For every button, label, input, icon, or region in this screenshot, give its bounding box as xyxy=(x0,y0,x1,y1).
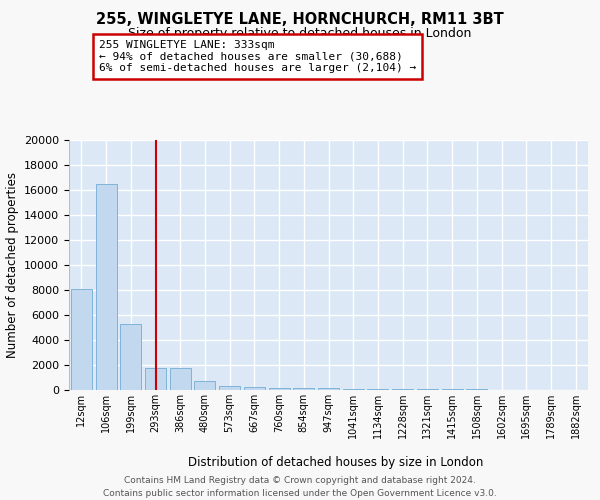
Bar xyxy=(367,389,388,390)
Bar xyxy=(392,389,413,390)
Bar xyxy=(120,324,141,390)
Text: 255, WINGLETYE LANE, HORNCHURCH, RM11 3BT: 255, WINGLETYE LANE, HORNCHURCH, RM11 3B… xyxy=(96,12,504,28)
Bar xyxy=(343,388,364,390)
Text: 255 WINGLETYE LANE: 333sqm
← 94% of detached houses are smaller (30,688)
6% of s: 255 WINGLETYE LANE: 333sqm ← 94% of deta… xyxy=(99,40,416,73)
Bar xyxy=(170,368,191,390)
Bar xyxy=(244,387,265,390)
Bar xyxy=(318,388,339,390)
Text: Contains HM Land Registry data © Crown copyright and database right 2024.
Contai: Contains HM Land Registry data © Crown c… xyxy=(103,476,497,498)
Bar xyxy=(95,184,116,390)
Bar xyxy=(194,381,215,390)
Bar xyxy=(71,289,92,390)
Bar xyxy=(219,386,240,390)
Text: Size of property relative to detached houses in London: Size of property relative to detached ho… xyxy=(128,28,472,40)
Text: Distribution of detached houses by size in London: Distribution of detached houses by size … xyxy=(188,456,484,469)
Y-axis label: Number of detached properties: Number of detached properties xyxy=(5,172,19,358)
Bar xyxy=(145,368,166,390)
Bar xyxy=(417,389,438,390)
Bar xyxy=(293,388,314,390)
Bar xyxy=(269,388,290,390)
